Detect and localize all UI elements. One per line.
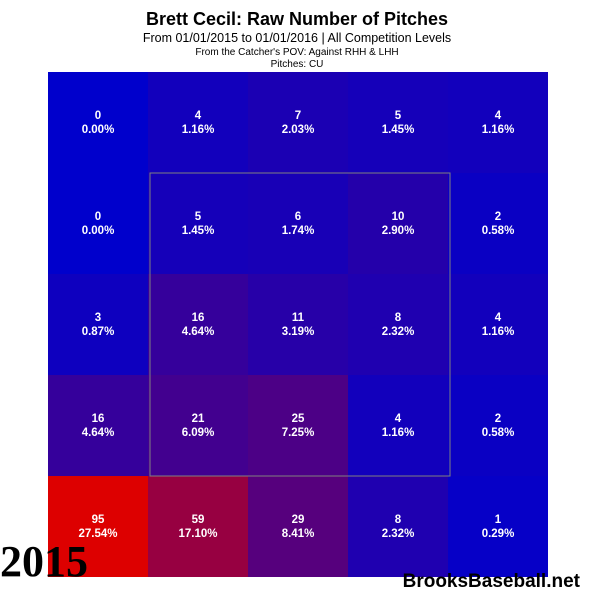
cell-count-r2-c3: 8: [395, 312, 402, 324]
cell-pct-r2-c4: 1.16%: [482, 326, 515, 338]
cell-pct-r4-c0: 27.54%: [78, 528, 117, 540]
cell-count-r0-c2: 7: [295, 110, 301, 122]
cell-count-r0-c1: 4: [195, 110, 202, 122]
cell-count-r2-c4: 4: [495, 312, 502, 324]
heatmap-cell-r2-c3: [348, 274, 448, 375]
cell-pct-r0-c1: 1.16%: [182, 124, 215, 136]
heatmap-cell-r4-c1: [148, 476, 248, 577]
pov-label: From the Catcher's POV: Against RHH & LH…: [195, 47, 399, 58]
year-label: 2015: [0, 537, 88, 586]
cell-pct-r1-c0: 0.00%: [82, 225, 115, 237]
heatmap-cell-r4-c4: [448, 476, 548, 577]
cell-count-r0-c4: 4: [495, 110, 502, 122]
heatmap-cell-r3-c4: [448, 375, 548, 476]
heatmap-cell-r0-c1: [148, 72, 248, 173]
heatmap-cell-r1-c0: [48, 173, 148, 274]
heatmap-cell-r0-c3: [348, 72, 448, 173]
cell-pct-r3-c4: 0.58%: [482, 427, 515, 439]
heatmap-cell-r4-c3: [348, 476, 448, 577]
cell-count-r1-c0: 0: [95, 211, 101, 223]
cell-count-r3-c1: 21: [192, 413, 205, 425]
cell-count-r2-c0: 3: [95, 312, 101, 324]
cell-count-r1-c2: 6: [295, 211, 301, 223]
cell-pct-r4-c1: 17.10%: [178, 528, 217, 540]
cell-count-r0-c3: 5: [395, 110, 402, 122]
cell-count-r4-c4: 1: [495, 514, 502, 526]
cell-count-r3-c3: 4: [395, 413, 402, 425]
heatmap-cell-r0-c2: [248, 72, 348, 173]
pitch-type-label: Pitches: CU: [270, 59, 324, 70]
heatmap-cell-r2-c0: [48, 274, 148, 375]
heatmap-cell-r4-c2: [248, 476, 348, 577]
cell-count-r1-c1: 5: [195, 211, 202, 223]
heatmap-cell-r0-c0: [48, 72, 148, 173]
cell-count-r3-c2: 25: [292, 413, 305, 425]
heatmap-cell-r3-c1: [148, 375, 248, 476]
heatmap-cell-r0-c4: [448, 72, 548, 173]
heatmap-cell-r3-c0: [48, 375, 148, 476]
cell-pct-r0-c0: 0.00%: [82, 124, 115, 136]
brooks-baseball-watermark[interactable]: BrooksBaseball.net: [402, 571, 580, 592]
heatmap-cell-r2-c4: [448, 274, 548, 375]
cell-pct-r3-c3: 1.16%: [382, 427, 415, 439]
cell-pct-r2-c2: 3.19%: [282, 326, 315, 338]
cell-pct-r4-c3: 2.32%: [382, 528, 415, 540]
cell-pct-r2-c1: 4.64%: [182, 326, 215, 338]
chart-subtitle: From 01/01/2015 to 01/01/2016 | All Comp…: [142, 31, 452, 45]
heatmap-cell-r4-c0: [48, 476, 148, 577]
heatmap-cell-r1-c3: [348, 173, 448, 274]
cell-count-r2-c2: 11: [292, 312, 305, 324]
heatmap-cell-r3-c2: [248, 375, 348, 476]
cell-pct-r1-c1: 1.45%: [182, 225, 215, 237]
cell-pct-r4-c2: 8.41%: [282, 528, 315, 540]
cell-pct-r2-c0: 0.87%: [82, 326, 115, 338]
cell-pct-r1-c3: 2.90%: [382, 225, 415, 237]
cell-pct-r0-c3: 1.45%: [382, 124, 415, 136]
heatmap-cell-r1-c2: [248, 173, 348, 274]
cell-pct-r2-c3: 2.32%: [382, 326, 415, 338]
cell-pct-r3-c1: 6.09%: [182, 427, 215, 439]
strike-zone-border: [149, 172, 451, 477]
cell-pct-r0-c4: 1.16%: [482, 124, 515, 136]
cell-pct-r1-c4: 0.58%: [482, 225, 515, 237]
cell-count-r4-c3: 8: [395, 514, 402, 526]
heatmap-cell-r2-c1: [148, 274, 248, 375]
heatmap-cell-r3-c3: [348, 375, 448, 476]
cell-count-r3-c0: 16: [92, 413, 105, 425]
cell-pct-r0-c2: 2.03%: [282, 124, 315, 136]
cell-pct-r3-c0: 4.64%: [82, 427, 115, 439]
heatmap-cell-r1-c1: [148, 173, 248, 274]
heatmap-cell-r1-c4: [448, 173, 548, 274]
cell-count-r0-c0: 0: [95, 110, 101, 122]
cell-pct-r4-c4: 0.29%: [482, 528, 515, 540]
cell-count-r2-c1: 16: [192, 312, 205, 324]
heatmap-cell-r2-c2: [248, 274, 348, 375]
cell-count-r1-c4: 2: [495, 211, 501, 223]
cell-pct-r3-c2: 7.25%: [282, 427, 315, 439]
cell-count-r3-c4: 2: [495, 413, 501, 425]
cell-pct-r1-c2: 1.74%: [282, 225, 315, 237]
cell-count-r4-c0: 95: [92, 514, 105, 526]
chart-title: Brett Cecil: Raw Number of Pitches: [145, 9, 449, 29]
cell-count-r4-c1: 59: [192, 514, 205, 526]
cell-count-r1-c3: 10: [392, 211, 405, 223]
cell-count-r4-c2: 29: [292, 514, 305, 526]
